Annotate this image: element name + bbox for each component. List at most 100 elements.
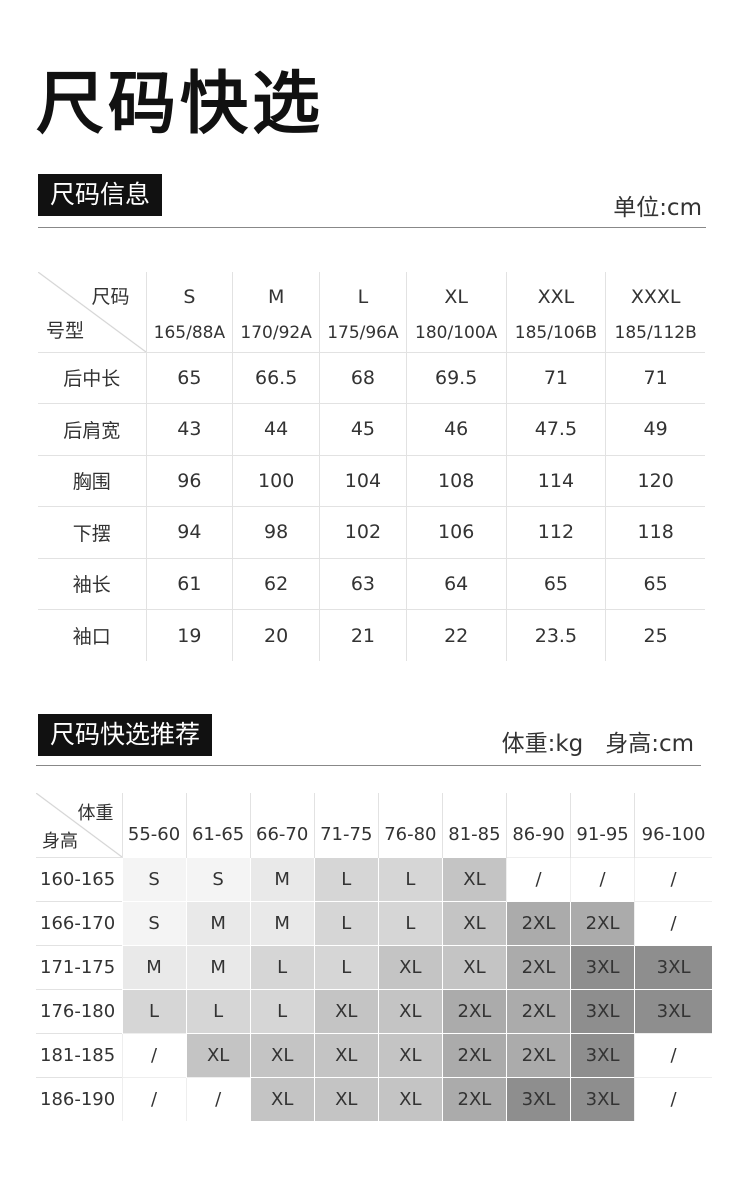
size-cell: 3XL bbox=[634, 944, 712, 989]
size-column-header: XXXL 185/112B bbox=[605, 272, 705, 352]
table-cell: 62 bbox=[232, 557, 320, 610]
size-cell: L bbox=[313, 900, 379, 945]
height-label: 186-190 bbox=[36, 1076, 122, 1121]
size-cell: XL bbox=[441, 900, 507, 945]
size-cell: L bbox=[121, 988, 187, 1033]
size-code: 175/96A bbox=[327, 323, 399, 343]
corner-cell: 尺码 号型 bbox=[38, 272, 146, 352]
table-cell: 21 bbox=[319, 609, 407, 661]
table-cell: 106 bbox=[405, 506, 507, 558]
height-label: 171-175 bbox=[36, 944, 122, 989]
table-cell: 118 bbox=[605, 506, 705, 558]
size-label: L bbox=[357, 286, 369, 308]
size-cell: L bbox=[377, 856, 443, 901]
table-cell: 44 bbox=[232, 403, 320, 455]
table-row: 下摆 94 98 102 106 112 118 bbox=[38, 506, 705, 558]
table-cell: 63 bbox=[319, 557, 407, 610]
row-label: 袖口 bbox=[38, 609, 146, 661]
table-cell: 46 bbox=[405, 403, 507, 455]
table-cell: 71 bbox=[505, 351, 606, 404]
height-label: 176-180 bbox=[36, 988, 122, 1033]
row-label: 袖长 bbox=[38, 557, 146, 610]
size-cell: XL bbox=[441, 944, 507, 989]
table-cell: 19 bbox=[145, 609, 233, 661]
table-cell: 69.5 bbox=[405, 351, 507, 404]
table-cell: 65 bbox=[145, 351, 233, 404]
size-cell: 2XL bbox=[441, 1032, 507, 1077]
size-column-header: S 165/88A bbox=[145, 272, 233, 352]
corner-bottom-label: 号型 bbox=[46, 320, 85, 342]
size-cell: / bbox=[634, 1032, 712, 1077]
weight-header: 76-80 bbox=[377, 793, 443, 857]
table-cell: 98 bbox=[232, 506, 320, 558]
size-cell: / bbox=[570, 856, 635, 901]
table-cell: 49 bbox=[605, 403, 705, 455]
size-cell: XL bbox=[313, 1076, 379, 1121]
size-cell: M bbox=[185, 900, 251, 945]
size-cell: M bbox=[185, 944, 251, 989]
table-cell: 22 bbox=[405, 609, 507, 661]
weight-header: 86-90 bbox=[505, 793, 571, 857]
size-cell: L bbox=[313, 944, 379, 989]
size-cell: XL bbox=[377, 1032, 443, 1077]
corner-top-label: 尺码 bbox=[91, 286, 130, 308]
size-cell: 3XL bbox=[505, 1076, 571, 1121]
size-label: M bbox=[267, 286, 285, 308]
size-cell: 2XL bbox=[505, 944, 571, 989]
size-cell: 2XL bbox=[505, 1032, 571, 1077]
table-cell: 61 bbox=[145, 557, 233, 610]
size-column-header: XXL 185/106B bbox=[505, 272, 606, 352]
height-label: 160-165 bbox=[36, 856, 122, 901]
size-cell: XL bbox=[377, 1076, 443, 1121]
size-cell: XL bbox=[313, 1032, 379, 1077]
table-cell: 65 bbox=[505, 557, 606, 610]
table-row: 176-180 L L L XL XL 2XL 2XL 3XL 3XL bbox=[36, 988, 712, 1033]
table-cell: 64 bbox=[405, 557, 507, 610]
weight-header: 55-60 bbox=[121, 793, 187, 857]
divider bbox=[36, 765, 701, 766]
weight-header: 71-75 bbox=[313, 793, 379, 857]
table-cell: 114 bbox=[505, 454, 606, 507]
table-cell: 43 bbox=[145, 403, 233, 455]
size-column-header: M 170/92A bbox=[232, 272, 320, 352]
table-cell: 71 bbox=[605, 351, 705, 404]
table-row: 袖长 61 62 63 64 65 65 bbox=[38, 557, 705, 610]
recommend-heading: 尺码快选推荐 bbox=[38, 714, 213, 756]
table-row: 160-165 S S M L L XL / / / bbox=[36, 856, 712, 901]
size-cell: / bbox=[121, 1032, 187, 1077]
size-cell: 2XL bbox=[441, 988, 507, 1033]
row-label: 后肩宽 bbox=[38, 403, 146, 455]
weight-header: 61-65 bbox=[185, 793, 251, 857]
size-column-header: XL 180/100A bbox=[405, 272, 507, 352]
size-info-table: 尺码 号型 S 165/88A M 170/92A L 175/96A XL 180/100A XX… bbox=[38, 272, 705, 661]
size-cell: 2XL bbox=[570, 900, 635, 945]
table-cell: 45 bbox=[319, 403, 407, 455]
size-cell: / bbox=[505, 856, 571, 901]
recommend-table: 体重 身高 55-60 61-65 66-70 71-75 76-80 81-85 86-90 9… bbox=[36, 793, 712, 1121]
row-label: 后中长 bbox=[38, 351, 146, 404]
size-cell: L bbox=[313, 856, 379, 901]
size-cell: XL bbox=[441, 856, 507, 901]
size-info-heading: 尺码信息 bbox=[38, 174, 163, 216]
weight-header: 96-100 bbox=[634, 793, 712, 857]
weight-header: 91-95 bbox=[570, 793, 635, 857]
table-cell: 68 bbox=[319, 351, 407, 404]
size-cell: XL bbox=[313, 988, 379, 1033]
size-cell: S bbox=[185, 856, 251, 901]
table-cell: 96 bbox=[145, 454, 233, 507]
row-label: 胸围 bbox=[38, 454, 146, 507]
row-label: 下摆 bbox=[38, 506, 146, 558]
divider bbox=[38, 227, 706, 228]
table-cell: 94 bbox=[145, 506, 233, 558]
size-cell: 2XL bbox=[505, 900, 571, 945]
size-cell: S bbox=[121, 900, 187, 945]
size-cell: S bbox=[121, 856, 187, 901]
size-label: S bbox=[183, 286, 196, 308]
table-row: 胸围 96 100 104 108 114 120 bbox=[38, 454, 705, 507]
size-cell: XL bbox=[249, 1076, 315, 1121]
size-code: 180/100A bbox=[415, 323, 498, 343]
size-code: 170/92A bbox=[240, 323, 312, 343]
table-cell: 20 bbox=[232, 609, 320, 661]
size-cell: / bbox=[121, 1076, 187, 1121]
size-cell: / bbox=[634, 900, 712, 945]
